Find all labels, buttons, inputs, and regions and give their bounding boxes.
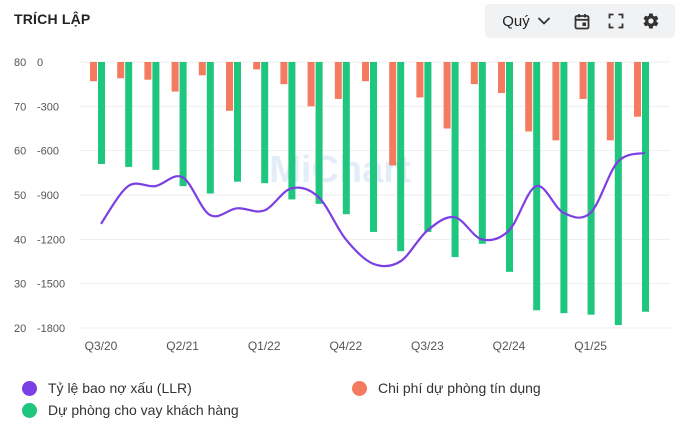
- bar-loan-provision: [261, 62, 269, 184]
- period-select[interactable]: Quý: [491, 4, 561, 38]
- legend-dot-provision-cost: [352, 380, 367, 396]
- bar-loan-provision: [370, 62, 377, 232]
- legend: Tỷ lệ bao nợ xấu (LLR) Chi phí dự phòng …: [0, 370, 690, 425]
- bar-provision-cost: [498, 62, 505, 94]
- bar-loan-provision: [506, 62, 513, 272]
- left-tick-label: 60: [14, 146, 26, 158]
- left-tick-label: 70: [14, 101, 26, 113]
- right-tick-label: -300: [37, 101, 59, 113]
- legend-label-llr: Tỷ lệ bao nợ xấu (LLR): [48, 380, 192, 396]
- right-tick-label: -1200: [37, 234, 65, 246]
- bar-loan-provision: [560, 62, 568, 314]
- x-tick-label: Q1/22: [248, 339, 281, 353]
- settings-button[interactable]: [637, 4, 665, 38]
- chart-title: TRÍCH LẬP: [14, 11, 91, 27]
- bar-provision-cost: [443, 62, 451, 129]
- bar-loan-provision: [234, 62, 241, 182]
- calendar-button[interactable]: [569, 4, 595, 38]
- left-tick-label: 40: [14, 234, 26, 246]
- bar-loan-provision: [98, 62, 105, 164]
- bar-provision-cost: [171, 62, 179, 92]
- legend-item-loan-provision[interactable]: Dự phòng cho vay khách hàng: [22, 402, 239, 418]
- gear-icon: [643, 13, 659, 29]
- legend-label-provision-cost: Chi phí dự phòng tín dụng: [378, 380, 541, 396]
- bar-provision-cost: [606, 62, 614, 141]
- bar-provision-cost: [226, 62, 233, 111]
- bar-loan-provision: [478, 62, 486, 244]
- bar-provision-cost: [525, 62, 533, 132]
- bar-loan-provision: [397, 62, 405, 252]
- right-tick-label: -900: [37, 190, 59, 202]
- x-tick-label: Q2/21: [166, 339, 199, 353]
- bar-loan-provision: [315, 62, 323, 204]
- x-tick-label: Q4/22: [329, 339, 362, 353]
- bar-provision-cost: [307, 62, 315, 107]
- right-axis: 0 -300 -600 -900 -1200 -1500 -1800: [37, 57, 65, 335]
- left-tick-label: 80: [14, 57, 26, 69]
- bar-provision-cost: [198, 62, 206, 76]
- llr-series-line: [100, 151, 646, 268]
- x-tick-label: Q2/24: [493, 339, 526, 353]
- bars: [90, 62, 649, 326]
- legend-dot-loan-provision: [22, 402, 37, 418]
- left-axis: 80 70 60 50 40 30 20: [14, 57, 26, 335]
- bar-provision-cost: [253, 62, 261, 70]
- bar-loan-provision: [614, 62, 622, 326]
- bar-provision-cost: [280, 62, 288, 85]
- x-tick-label: Q3/20: [85, 339, 118, 353]
- bar-provision-cost: [90, 62, 97, 82]
- left-tick-label: 20: [14, 323, 26, 335]
- bar-provision-cost: [634, 62, 641, 117]
- legend-item-provision-cost[interactable]: Chi phí dự phòng tín dụng: [352, 380, 541, 396]
- x-tick-label: Q1/25: [574, 339, 607, 353]
- period-label: Quý: [502, 12, 530, 30]
- bar-loan-provision: [288, 62, 296, 200]
- llr-line: [100, 151, 646, 268]
- fullscreen-icon: [608, 13, 624, 29]
- bar-loan-provision: [179, 62, 187, 187]
- left-tick-label: 50: [14, 190, 26, 202]
- x-axis: Q3/20 Q2/21 Q1/22 Q4/22 Q3/23 Q2/24 Q1/25: [85, 339, 608, 353]
- x-tick-label: Q3/23: [411, 339, 444, 353]
- bar-provision-cost: [389, 62, 397, 166]
- bar-loan-provision: [206, 62, 214, 194]
- bar-provision-cost: [334, 62, 342, 99]
- bar-loan-provision: [587, 62, 595, 315]
- right-tick-label: 0: [37, 57, 43, 69]
- bar-provision-cost: [552, 62, 560, 141]
- left-tick-label: 30: [14, 279, 26, 291]
- calendar-icon: [574, 13, 590, 29]
- legend-dot-llr: [22, 380, 37, 396]
- chevron-down-icon: [537, 17, 550, 25]
- right-tick-label: -1500: [37, 279, 65, 291]
- fullscreen-button[interactable]: [603, 4, 629, 38]
- bar-loan-provision: [451, 62, 459, 258]
- chart-canvas: 80 70 60 50 40 30 20 0 -300 -600 -900 -1200 -1500 -1…: [14, 57, 670, 353]
- bar-loan-provision: [342, 62, 350, 215]
- bar-loan-provision: [152, 62, 160, 170]
- bar-loan-provision: [125, 62, 133, 167]
- chart-toolbar: Quý: [485, 4, 675, 38]
- bar-provision-cost: [470, 62, 478, 85]
- bar-loan-provision: [642, 62, 649, 312]
- right-tick-label: -600: [37, 146, 59, 158]
- bar-loan-provision: [424, 62, 432, 232]
- bar-provision-cost: [579, 62, 587, 99]
- legend-label-loan-provision: Dự phòng cho vay khách hàng: [48, 402, 239, 418]
- legend-item-llr[interactable]: Tỷ lệ bao nợ xấu (LLR): [22, 380, 192, 396]
- right-tick-label: -1800: [37, 323, 65, 335]
- bar-provision-cost: [362, 62, 369, 82]
- bar-provision-cost: [416, 62, 424, 98]
- bar-provision-cost: [117, 62, 125, 79]
- bar-provision-cost: [144, 62, 152, 80]
